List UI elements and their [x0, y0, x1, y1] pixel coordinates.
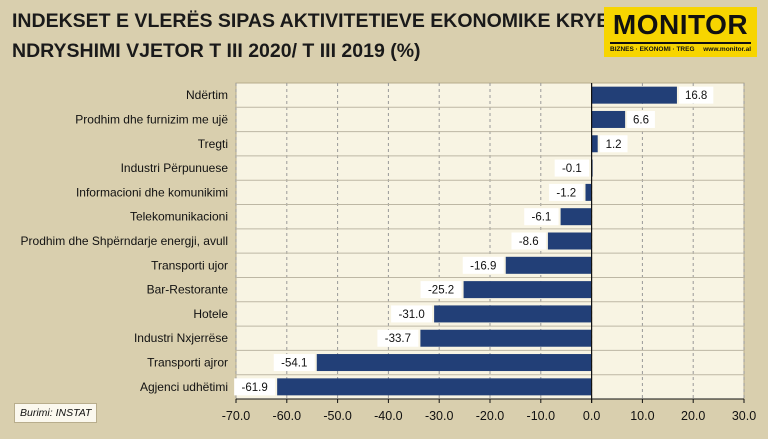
x-tick-label: -20.0 [476, 409, 505, 423]
data-label: -8.6 [519, 236, 539, 248]
data-label-box [524, 208, 559, 226]
x-tick-label: 20.0 [681, 409, 705, 423]
data-label-box [420, 281, 462, 299]
data-label: -54.1 [281, 358, 307, 370]
data-label: -31.0 [399, 309, 425, 321]
data-label: 6.6 [633, 114, 649, 126]
data-label: 1.2 [606, 139, 622, 151]
bar [420, 329, 592, 347]
logo-tagline: BIZNES · EKONOMI · TREG [610, 46, 695, 53]
bar [585, 183, 592, 201]
category-label: Prodhim dhe furnizim me ujë [75, 112, 228, 126]
data-label: -0.1 [562, 163, 582, 175]
data-label-box [511, 232, 546, 250]
data-label: 16.8 [685, 90, 707, 102]
data-label: -16.9 [470, 260, 496, 272]
bar [591, 110, 626, 128]
data-label-box [599, 135, 628, 153]
data-label-box [377, 329, 419, 347]
data-label-box [273, 354, 315, 372]
category-label: Bar-Restorante [147, 283, 229, 297]
bar [591, 86, 677, 104]
category-label: Industri Përpunuese [121, 161, 229, 175]
logo-site: www.monitor.al [703, 46, 751, 53]
data-label: -61.9 [242, 382, 268, 394]
x-tick-label: -10.0 [527, 409, 556, 423]
category-label: Hotele [193, 307, 228, 321]
data-label-box [462, 256, 504, 274]
category-label: Industri Nxjerrëse [134, 331, 228, 345]
data-label: -25.2 [428, 285, 454, 297]
category-label: Informacioni dhe komunikimi [76, 185, 228, 199]
x-tick-label: -50.0 [323, 409, 352, 423]
logo-wordmark: MONITOR [612, 9, 749, 40]
data-label-box [627, 110, 655, 128]
data-label-box [549, 183, 584, 201]
monitor-logo: MONITOR BIZNES · EKONOMI · TREG www.moni… [604, 7, 757, 57]
bar [316, 354, 592, 372]
x-tick-label: 30.0 [732, 409, 756, 423]
x-tick-label: 0.0 [583, 409, 600, 423]
chart-title-line-1: INDEKSET E VLERËS SIPAS AKTIVITETIEVE EK… [12, 10, 665, 32]
x-tick-label: -70.0 [222, 409, 251, 423]
bar [591, 135, 598, 153]
category-label: Transporti ajror [147, 356, 228, 370]
data-label-box [678, 86, 714, 104]
category-label: Prodhim dhe Shpërndarje energji, avull [21, 234, 228, 248]
x-tick-label: -30.0 [425, 409, 454, 423]
data-label-box [554, 159, 590, 177]
x-tick-label: -60.0 [273, 409, 302, 423]
bar [434, 305, 592, 323]
data-label: -6.1 [531, 212, 551, 224]
bar [505, 256, 592, 274]
data-label-box [234, 378, 276, 396]
x-tick-label: -40.0 [374, 409, 403, 423]
category-label: Telekomunikacioni [130, 210, 228, 224]
category-label: Ndërtim [186, 88, 228, 102]
source-note: Burimi: INSTAT [14, 403, 98, 423]
bar [277, 378, 592, 396]
x-tick-label: 10.0 [630, 409, 654, 423]
bar [560, 208, 592, 226]
bar [547, 232, 592, 250]
category-label: Agjenci udhëtimi [140, 380, 228, 394]
logo-divider [610, 42, 751, 44]
data-label-box [391, 305, 433, 323]
data-label: -1.2 [556, 187, 576, 199]
category-label: Transporti ujor [151, 258, 228, 272]
chart-title: INDEKSET E VLERËS SIPAS AKTIVITETIEVE EK… [12, 6, 665, 66]
category-label: Tregti [198, 137, 228, 151]
bar [463, 281, 592, 299]
data-label: -33.7 [385, 333, 411, 345]
chart-title-line-2: NDRYSHIMI VJETOR T III 2020/ T III 2019 … [12, 40, 421, 62]
